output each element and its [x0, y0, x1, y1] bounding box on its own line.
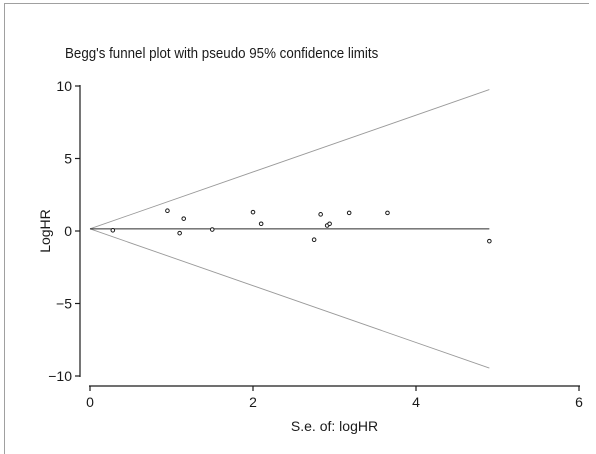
study-points [110, 208, 492, 244]
x-tick-label: 0 [86, 394, 94, 410]
study-point [250, 209, 256, 215]
study-point [385, 210, 390, 216]
y-ticks: 10 5 0 −5 −10 [48, 78, 80, 384]
study-point [311, 237, 317, 242]
study-point [487, 238, 492, 244]
y-tick-label: −5 [56, 296, 72, 312]
y-tick-label: −10 [48, 368, 72, 384]
chart-title: Begg's funnel plot with pseudo 95% confi… [65, 46, 379, 62]
lower-confidence-limit [89, 228, 490, 369]
y-tick-label: 0 [64, 223, 72, 239]
x-ticks: 0 2 4 6 [86, 386, 583, 410]
study-point [346, 210, 352, 216]
y-axis-label: LogHR [37, 209, 53, 253]
chart-frame [4, 3, 589, 454]
study-point [318, 212, 323, 217]
study-point [177, 230, 182, 236]
x-tick-label: 4 [412, 394, 420, 410]
x-tick-label: 6 [575, 394, 583, 410]
study-point [209, 227, 215, 232]
upper-confidence-limit [89, 89, 490, 230]
x-axis-label: S.e. of: logHR [291, 418, 378, 434]
axes [79, 85, 580, 387]
x-tick-label: 2 [249, 394, 257, 410]
study-point [110, 227, 116, 233]
study-point [181, 216, 187, 221]
y-tick-label: 5 [64, 151, 72, 167]
study-point [258, 221, 264, 227]
study-point [327, 221, 332, 227]
study-point [165, 208, 170, 213]
y-tick-label: 10 [56, 78, 72, 94]
